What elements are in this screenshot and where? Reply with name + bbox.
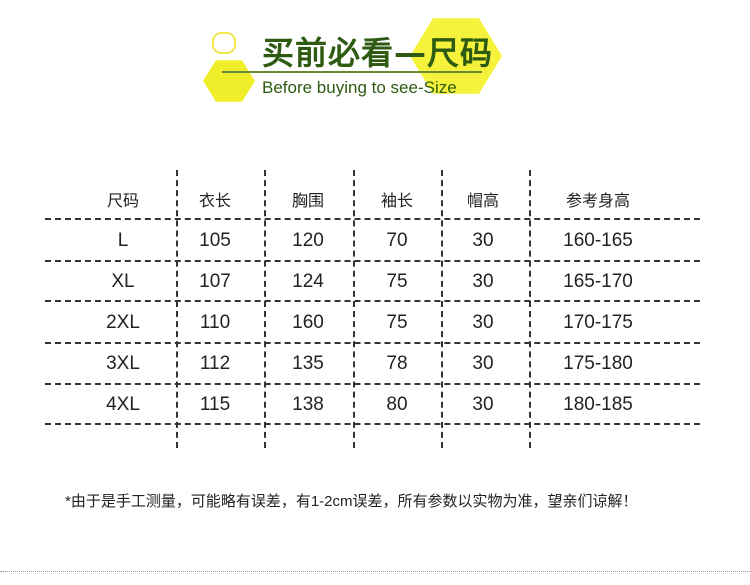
column-header: 衣长 [198,193,231,210]
column-divider [529,170,531,448]
table-cell: 30 [472,394,494,415]
column-divider [353,170,355,448]
table-cell: 180-185 [563,394,633,415]
row-divider [45,300,700,302]
decor-hexagon-outline [212,32,236,54]
table-cell: 110 [199,312,231,333]
column-divider [441,170,443,448]
column-header: 参考身高 [565,193,630,210]
column-header: 尺码 [106,193,139,210]
measurement-note: *由于是手工测量，可能略有误差，有1-2cm误差，所有参数以实物为准，望亲们谅解… [65,493,638,510]
table-cell: 120 [292,230,324,251]
table-cell: 160-165 [563,230,633,251]
table-cell: 30 [472,353,494,374]
table-cell: 2XL [106,312,140,333]
row-divider [45,260,700,262]
column-header: 胸围 [291,193,324,210]
table-cell: 105 [199,230,231,251]
table-cell: 30 [472,230,494,251]
table-cell: 80 [386,394,408,415]
row-divider [45,383,700,385]
table-cell: 165-170 [563,271,633,292]
table-cell: XL [111,271,135,292]
table-cell: 115 [199,394,231,415]
table-cell: 107 [199,271,231,292]
table-cell: L [117,230,129,251]
column-divider [264,170,266,448]
column-divider [176,170,178,448]
column-header: 帽高 [466,193,499,210]
row-divider [45,218,700,220]
row-divider [45,342,700,344]
decor-hexagon [410,18,502,94]
page-title: 买前必看—尺码 [262,34,494,72]
page-subtitle: Before buying to see-Size [262,78,457,97]
table-cell: 160 [292,312,324,333]
table-cell: 75 [386,312,408,333]
column-header: 袖长 [380,193,413,210]
table-cell: 75 [386,271,408,292]
table-cell: 70 [386,230,408,251]
table-cell: 138 [292,394,324,415]
bottom-divider [0,571,750,572]
decor-hexagon [203,60,255,102]
table-cell: 30 [472,312,494,333]
table-cell: 112 [199,353,231,374]
row-divider [45,423,700,425]
table-cell: 4XL [106,394,140,415]
table-cell: 170-175 [563,312,633,333]
table-cell: 30 [472,271,494,292]
table-cell: 175-180 [563,353,633,374]
table-cell: 78 [386,353,408,374]
table-cell: 135 [292,353,324,374]
table-cell: 124 [292,271,324,292]
table-cell: 3XL [106,353,140,374]
title-divider [222,71,482,73]
